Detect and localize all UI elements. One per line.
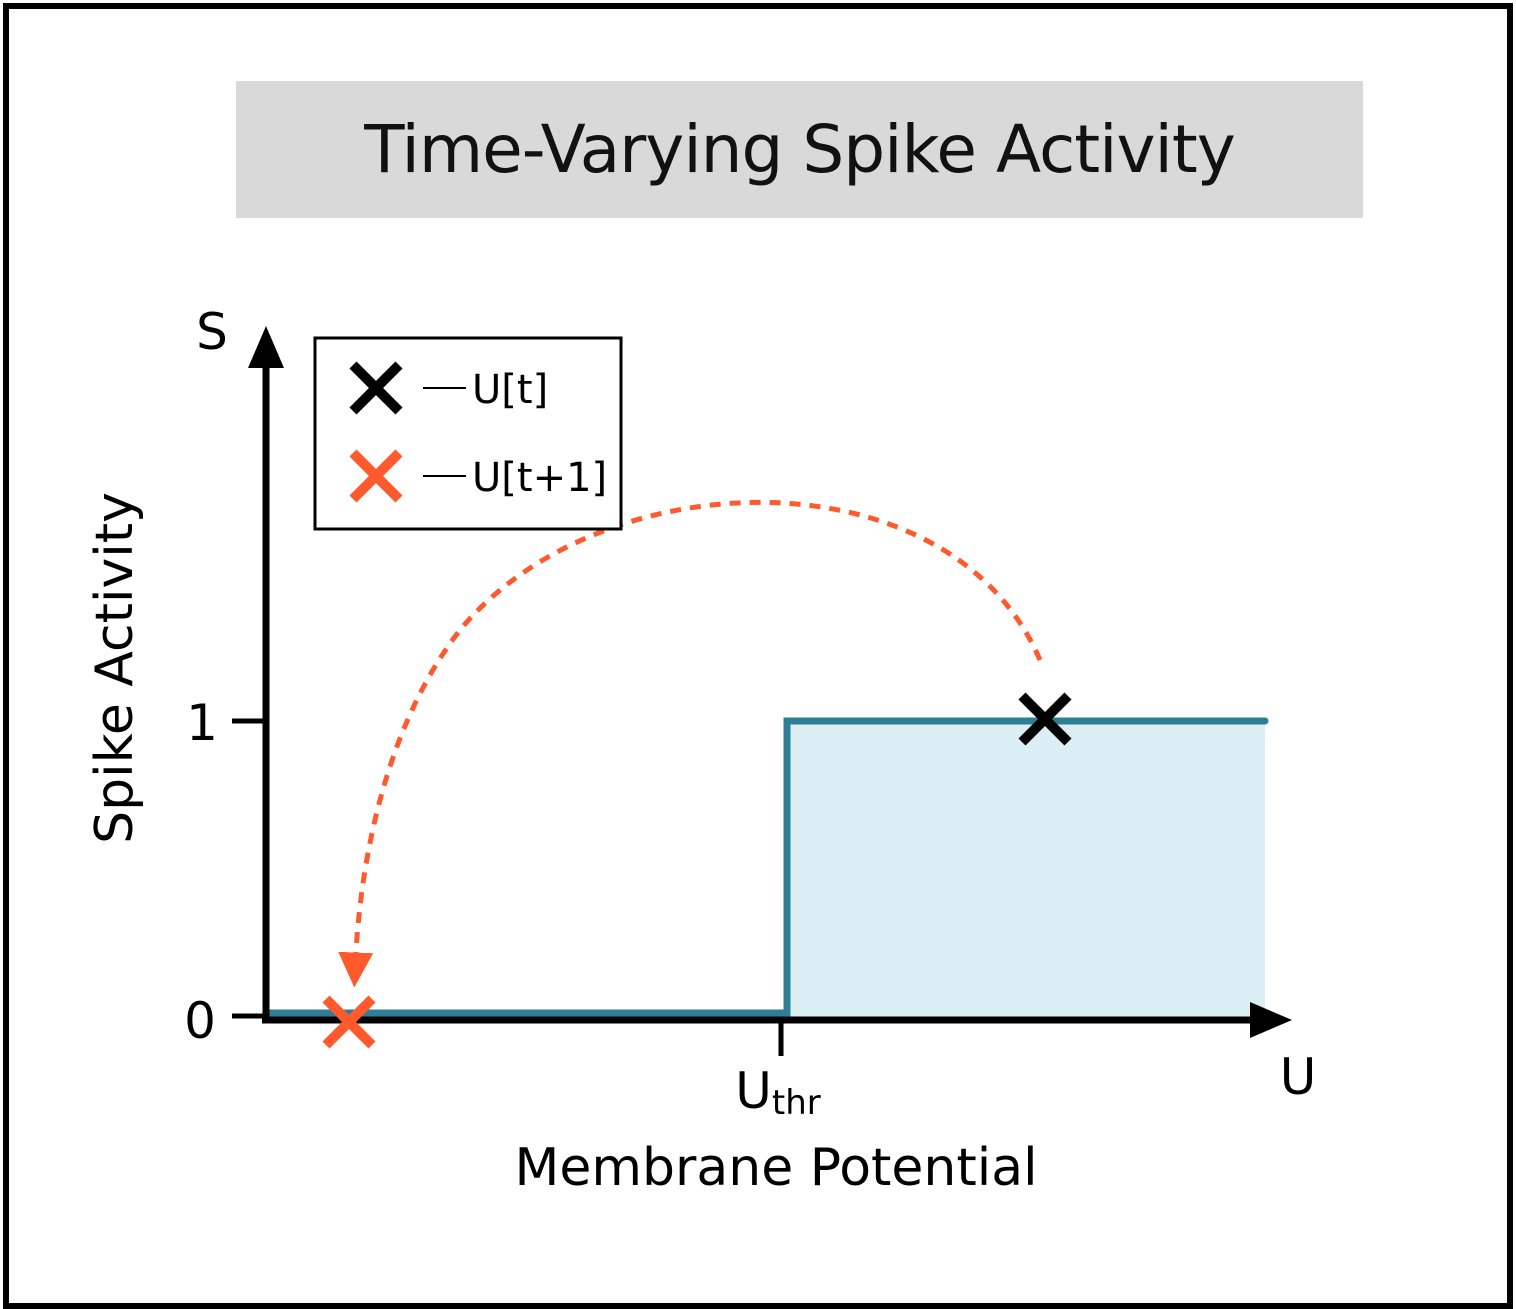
figure-frame (3, 3, 1513, 1309)
threshold-label: Uthr (735, 1062, 820, 1123)
y-tick-1-label: 1 (186, 694, 218, 752)
x-axis-symbol: U (1280, 1048, 1317, 1106)
step-function-line (264, 717, 1269, 1017)
legend-marker-u-t (349, 361, 403, 415)
spike-region-fill (787, 721, 1265, 1017)
legend: U[t] U[t+1] (313, 336, 623, 531)
page-title: Time-Varying Spike Activity (364, 111, 1236, 188)
u-t-plus-1-marker (322, 995, 376, 1049)
x-axis-arrowhead (1250, 1002, 1292, 1038)
u-t-marker (1018, 692, 1072, 746)
title-banner: Time-Varying Spike Activity (236, 81, 1363, 218)
x-axis-label: Membrane Potential (514, 1138, 1037, 1198)
y-tick-0-label: 0 (184, 992, 216, 1050)
y-axis-arrowhead (248, 326, 284, 368)
y-axis-symbol: S (196, 303, 228, 361)
threshold-label-main: U (735, 1062, 772, 1120)
legend-label-u-t-plus-1: U[t+1] (472, 455, 607, 501)
legend-label-u-t: U[t] (472, 367, 548, 413)
legend-box (313, 336, 623, 531)
y-axis-label: Spike Activity (85, 492, 145, 844)
threshold-label-subscript: thr (772, 1083, 821, 1123)
legend-marker-u-t-plus-1 (349, 449, 403, 503)
